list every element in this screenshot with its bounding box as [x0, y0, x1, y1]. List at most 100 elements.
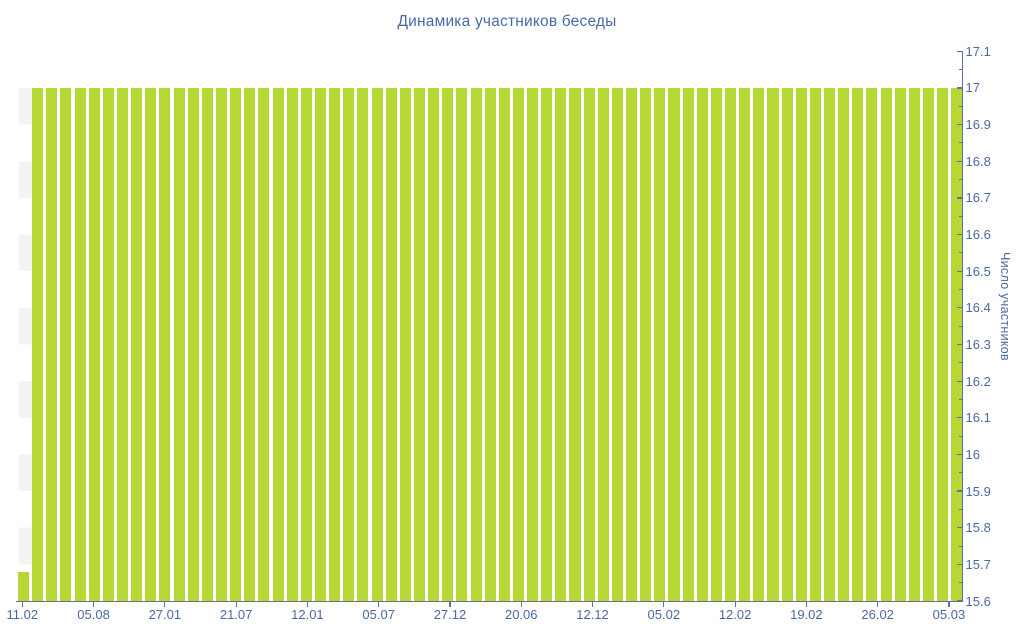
- bar: [413, 87, 425, 601]
- y-tick-label: 15.7: [965, 556, 991, 572]
- bar: [88, 87, 100, 601]
- bar: [385, 87, 397, 601]
- bar: [60, 87, 72, 601]
- y-tick-label: 16.2: [965, 373, 991, 389]
- y-minor-tick: [959, 582, 963, 584]
- bar: [923, 87, 935, 601]
- y-minor-tick: [959, 472, 963, 474]
- bar: [555, 87, 567, 601]
- bar: [470, 87, 482, 601]
- bar: [512, 87, 524, 601]
- bar: [32, 87, 44, 601]
- bar: [682, 87, 694, 601]
- bar: [357, 87, 369, 601]
- y-tick-label: 16.6: [965, 227, 991, 243]
- y-tick: [956, 307, 963, 309]
- bar: [753, 87, 765, 601]
- bar: [866, 87, 878, 601]
- bar: [46, 87, 58, 601]
- x-tick-label: 20.06: [504, 607, 538, 622]
- bar: [442, 87, 454, 601]
- bar: [314, 87, 326, 601]
- y-tick: [956, 527, 963, 529]
- x-tick-label: 12.01: [291, 607, 324, 622]
- bar: [710, 87, 722, 601]
- x-tick-label: 05.03: [932, 607, 966, 622]
- x-tick-label: 12.02: [718, 607, 752, 622]
- y-minor-tick: [959, 435, 963, 437]
- y-tick: [956, 380, 963, 382]
- x-tick: [164, 602, 166, 607]
- bar: [131, 87, 143, 601]
- y-minor-tick: [959, 252, 963, 254]
- y-minor-tick: [959, 105, 963, 107]
- bar: [286, 87, 298, 601]
- bar: [272, 87, 284, 601]
- bar: [640, 87, 652, 601]
- bar: [824, 87, 836, 601]
- y-tick: [956, 160, 963, 162]
- bar-series: [18, 51, 963, 601]
- bar: [527, 87, 539, 601]
- x-tick: [92, 602, 95, 607]
- y-tick-label: 15.6: [965, 593, 991, 609]
- x-tick: [805, 602, 807, 607]
- bar: [583, 87, 595, 601]
- bar: [795, 87, 807, 601]
- bar: [626, 87, 638, 601]
- y-tick: [956, 563, 963, 565]
- y-minor-tick: [959, 215, 963, 217]
- bar: [484, 87, 496, 601]
- bar: [428, 87, 440, 601]
- bar: [371, 87, 383, 601]
- bar: [145, 87, 157, 601]
- y-tick: [956, 87, 963, 89]
- bar: [399, 87, 411, 601]
- x-axis-line: [16, 600, 964, 602]
- x-tick-label: 27.12: [433, 607, 467, 622]
- x-tick: [520, 602, 522, 607]
- x-tick-label: 26.02: [861, 607, 894, 622]
- y-tick: [956, 124, 963, 126]
- bar: [343, 87, 355, 601]
- bar: [300, 87, 312, 601]
- x-tick: [734, 602, 736, 607]
- bar: [201, 87, 213, 601]
- bar: [244, 87, 256, 601]
- x-tick-label: 19.02: [790, 607, 823, 622]
- bar: [173, 87, 185, 601]
- y-tick-label: 16.5: [965, 263, 991, 279]
- bar: [159, 87, 171, 601]
- bar: [937, 87, 949, 601]
- bar: [781, 87, 793, 601]
- bar: [894, 87, 906, 601]
- bar: [908, 87, 920, 601]
- y-tick-label: 16.7: [965, 190, 991, 206]
- bar: [116, 87, 129, 601]
- x-tick: [235, 602, 237, 607]
- y-tick-label: 17: [965, 80, 980, 96]
- bar: [809, 87, 821, 601]
- x-tick: [449, 602, 451, 607]
- y-tick-label: 17.1: [965, 43, 991, 59]
- bar: [767, 87, 779, 601]
- bar: [187, 87, 199, 601]
- x-tick: [877, 602, 879, 607]
- bar: [611, 87, 623, 601]
- bar: [74, 87, 86, 601]
- x-tick-label: 27.01: [148, 607, 182, 622]
- bar: [852, 87, 864, 601]
- chart-title: Динамика участников беседы: [397, 13, 617, 30]
- y-tick: [956, 490, 963, 492]
- y-minor-tick: [959, 545, 963, 547]
- y-tick-label: 15.9: [965, 483, 991, 499]
- x-tick: [948, 602, 950, 607]
- x-tick: [378, 602, 380, 607]
- y-tick: [956, 453, 963, 455]
- x-tick: [591, 602, 594, 607]
- bar: [880, 87, 892, 601]
- y-minor-tick: [959, 325, 963, 327]
- bar: [258, 87, 270, 601]
- y-tick: [956, 270, 963, 272]
- bar: [230, 87, 242, 601]
